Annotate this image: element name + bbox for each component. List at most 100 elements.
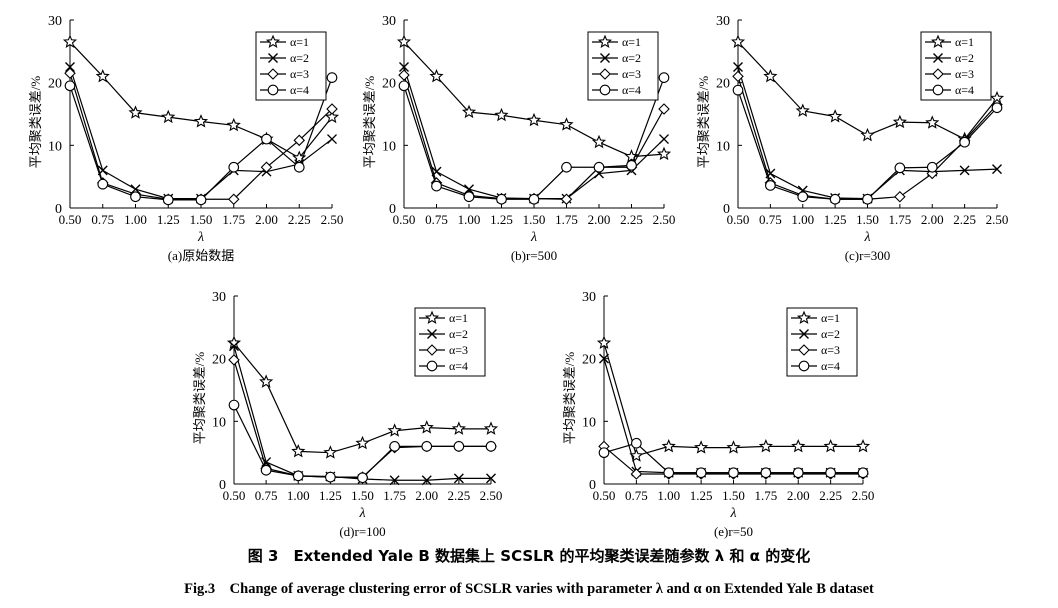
x-tick-label: 2.25: [819, 488, 842, 503]
chart-subtitle: (a)原始数据: [168, 248, 234, 263]
data-point-star: [591, 134, 607, 149]
data-point-circle: [195, 194, 207, 206]
x-tick-label: 1.25: [824, 212, 847, 227]
data-point-diamond: [260, 161, 273, 174]
data-point-circle: [260, 464, 272, 476]
legend-label: α=1: [622, 35, 641, 49]
chart-subtitle: (e)r=50: [714, 524, 753, 539]
data-point-star: [128, 105, 143, 119]
legend-marker-star: [424, 310, 440, 325]
legend-marker-circle: [599, 84, 611, 96]
y-tick-label: 30: [382, 14, 396, 29]
data-point-circle: [130, 191, 141, 203]
legend-marker-x: [600, 53, 610, 63]
legend-marker-star: [597, 34, 613, 49]
y-axis-title: 平均聚类误差/%: [696, 76, 711, 169]
y-tick-label: 30: [212, 290, 226, 305]
data-point-star: [795, 103, 810, 117]
data-point-circle: [695, 467, 707, 479]
x-axis-title: λ: [863, 230, 870, 245]
data-point-diamond: [227, 193, 240, 206]
x-tick-label: 1.50: [523, 212, 546, 227]
legend-marker-star: [930, 34, 946, 49]
data-point-star: [758, 438, 773, 453]
data-point-circle: [431, 180, 442, 192]
data-point-circle: [261, 133, 272, 145]
y-tick-label: 0: [589, 478, 596, 493]
legend-box: [587, 31, 659, 101]
data-point-star: [387, 423, 402, 437]
chart-panel-2: 0 10 20 30 0.50 0.75 1.00 1.25 1.50 1.75 2.00 2.25 2…: [362, 14, 675, 263]
x-tick-label: 2.00: [255, 212, 278, 227]
data-point-star: [629, 448, 644, 462]
legend-marker-x: [268, 53, 278, 63]
y-tick-label: 10: [716, 139, 730, 154]
x-axis-title: λ: [197, 230, 204, 245]
x-tick-label: 1.50: [722, 488, 745, 503]
data-point-diamond: [926, 167, 939, 180]
series-4: [732, 84, 1003, 205]
x-tick-label: 1.25: [690, 488, 713, 503]
data-point-star: [323, 445, 338, 459]
data-point-star: [855, 438, 871, 453]
data-point-star: [661, 438, 676, 453]
x-tick-label: 0.75: [91, 212, 114, 227]
data-point-star: [451, 421, 466, 435]
data-point-circle: [528, 193, 540, 205]
y-axis-title: 平均聚类误差/%: [192, 352, 207, 445]
chart-panel-1: 0 10 20 30 0.50 0.75 1.00 1.25 1.50 1.75 2.00 2.25 2…: [28, 14, 343, 263]
data-point-diamond: [894, 190, 906, 203]
data-point-diamond: [64, 67, 76, 80]
legend-label: α=1: [955, 35, 974, 49]
data-point-circle: [325, 471, 336, 483]
y-tick-label: 30: [48, 14, 62, 29]
legend-marker-x: [799, 329, 809, 339]
data-point-circle: [162, 194, 174, 206]
data-point-star: [925, 115, 940, 129]
data-point-star: [726, 440, 741, 454]
data-point-circle: [453, 441, 465, 452]
chart-panel-3: 0 10 20 30 0.50 0.75 1.00 1.25 1.50 1.75 2.00 2.25 2…: [696, 14, 1008, 263]
series-line: [233, 359, 491, 478]
legend-label: α=3: [821, 343, 840, 357]
data-point-diamond: [560, 193, 573, 206]
legend-label: α=4: [821, 359, 840, 373]
data-point-circle: [398, 80, 410, 92]
x-tick-label: 2.00: [787, 488, 810, 503]
data-point-star: [226, 117, 241, 132]
data-point-star: [193, 114, 209, 128]
data-point-star: [763, 68, 778, 83]
y-tick-label: 0: [219, 478, 226, 493]
data-point-circle: [598, 447, 610, 459]
x-tick-label: 0.75: [255, 488, 278, 503]
legend-label: α=4: [622, 83, 641, 97]
y-tick-label: 10: [48, 139, 62, 154]
data-point-star: [324, 109, 340, 124]
legend-box: [786, 307, 858, 377]
chart-legend: α=1 α=2 α=3 α=4: [255, 31, 327, 101]
data-point-circle: [991, 102, 1003, 114]
x-tick-label: 2.25: [620, 212, 643, 227]
x-tick-label: 1.00: [458, 212, 481, 227]
x-tick-label: 1.75: [755, 488, 778, 503]
y-tick-label: 30: [582, 290, 596, 305]
x-tick-label: 1.50: [190, 212, 213, 227]
x-tick-label: 2.25: [448, 488, 471, 503]
data-point-circle: [389, 441, 400, 452]
data-point-diamond: [658, 103, 670, 115]
legend-label: α=2: [622, 51, 641, 65]
legend-label: α=4: [955, 83, 974, 97]
data-point-diamond: [398, 69, 410, 81]
legend-marker-x: [933, 53, 943, 63]
x-tick-label: 0.50: [59, 212, 82, 227]
legend-marker-circle: [426, 360, 438, 372]
data-point-star: [823, 438, 838, 453]
data-point-diamond: [732, 70, 744, 83]
data-point-star: [355, 435, 370, 450]
data-point-star: [461, 104, 477, 119]
y-tick-label: 20: [582, 353, 596, 368]
data-point-star: [429, 68, 444, 83]
data-point-diamond: [228, 354, 240, 366]
x-tick-label: 1.00: [287, 488, 310, 503]
data-point-circle: [292, 470, 304, 482]
